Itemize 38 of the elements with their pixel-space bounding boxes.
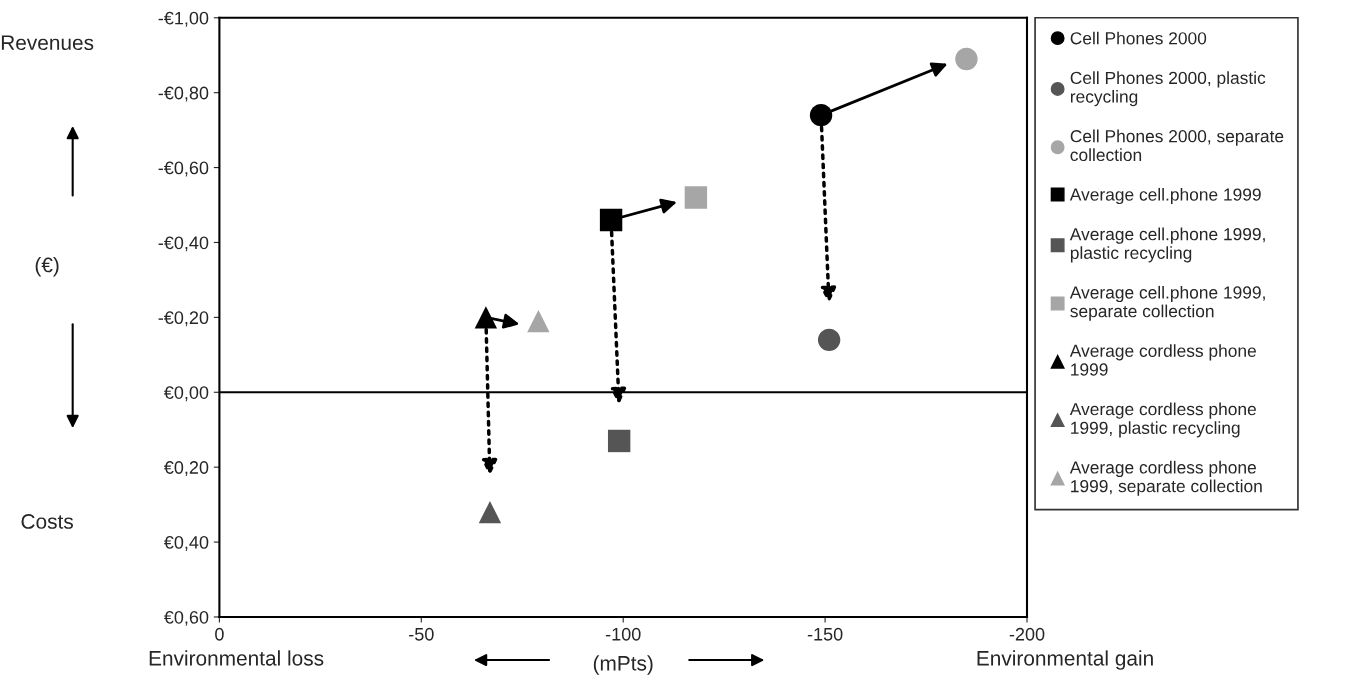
legend-label: Average cordless phone 1999, plastic recycling — [1069, 402, 1256, 438]
point — [955, 47, 978, 71]
text: (€) — [35, 257, 59, 277]
x-tick-label: -200 — [1009, 627, 1045, 641]
y-tick-label: -€0,60 — [158, 161, 209, 177]
x-tick-label: 0 — [215, 627, 224, 641]
point — [478, 500, 502, 524]
point — [599, 208, 623, 232]
legend-label: Average cell.phone 1999 — [1069, 187, 1261, 205]
legend-label: Average cordless phone 1999 — [1069, 344, 1256, 376]
legend-label: Average cordless phone 1999, separate collection — [1069, 460, 1262, 496]
legend-label: Average cell.phone 1999, separate collection — [1069, 285, 1265, 321]
x-tick-label: -150 — [807, 627, 843, 641]
legend-label: Cell Phones 2000, separate collection — [1070, 129, 1284, 162]
text: Environmental gain — [977, 650, 1153, 670]
y-tick-label: -€0,20 — [158, 311, 209, 327]
text: Costs — [21, 514, 73, 529]
legend-label: Cell Phones 2000, plastic recycling — [1070, 71, 1266, 107]
y-tick-label: €0,00 — [163, 386, 209, 402]
x-tick-label: -50 — [409, 627, 434, 641]
y-tick-label: €0,20 — [163, 461, 209, 477]
y-tick-label: €0,60 — [163, 610, 209, 626]
legend-label: Average cell.phone 1999, plastic recycling — [1069, 227, 1265, 263]
text: Revenues — [1, 35, 94, 51]
text: Environmental loss — [149, 650, 324, 666]
point — [607, 429, 631, 453]
legend-label: Cell Phones 2000 — [1070, 31, 1207, 45]
point — [527, 309, 550, 333]
y-tick-label: -€0,40 — [158, 236, 209, 252]
y-tick-label: -€0,80 — [158, 86, 209, 102]
point — [817, 328, 841, 352]
point — [474, 306, 498, 329]
point — [684, 186, 708, 209]
x-tick-label: -100 — [605, 627, 641, 641]
point — [809, 103, 833, 127]
y-tick-label: €0,40 — [163, 536, 209, 551]
y-tick-label: -€1,00 — [158, 11, 209, 27]
x-axis-title: (mPts) — [593, 655, 653, 675]
